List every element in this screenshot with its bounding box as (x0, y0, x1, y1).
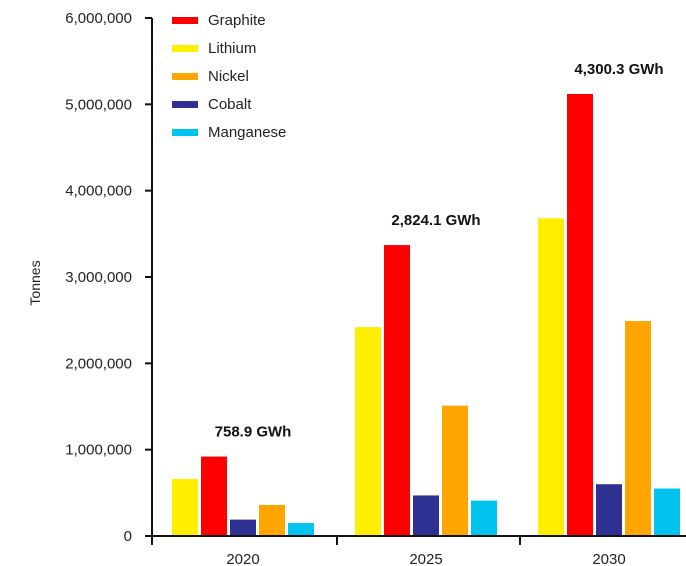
x-tick-label-2025: 2025 (409, 551, 442, 566)
bar-lithium-2020 (172, 479, 198, 536)
bar-lithium-2025 (355, 327, 381, 536)
bar-graphite-2030 (567, 93, 593, 537)
legend-swatch-manganese (172, 129, 198, 136)
bar-lithium-2030 (538, 218, 564, 536)
bar-manganese-2030 (654, 488, 680, 536)
bar-manganese-2025 (471, 500, 497, 536)
x-tick-label-2020: 2020 (226, 551, 259, 566)
bar-nickel-2030 (625, 321, 651, 536)
bar-manganese-2020 (288, 523, 314, 536)
legend-label-nickel: Nickel (208, 68, 249, 85)
legend: Graphite Lithium Nickel Cobalt Manganese (172, 12, 286, 141)
annotation-2025: 2,824.1 GWh (391, 212, 480, 229)
annotation-2020: 758.9 GWh (215, 424, 292, 441)
legend-swatch-cobalt (172, 101, 198, 108)
legend-swatch-lithium (172, 45, 198, 52)
y-tick-label: 1,000,000 (65, 442, 132, 459)
legend-swatch-graphite (172, 17, 198, 24)
legend-label-lithium: Lithium (208, 40, 256, 57)
bars (172, 93, 680, 537)
bar-cobalt-2030 (596, 484, 622, 536)
y-tick-label: 5,000,000 (65, 96, 132, 113)
annotation-2030: 4,300.3 GWh (574, 61, 663, 78)
y-axis-ticks: 0 1,000,000 2,000,000 3,000,000 4,000,000 5,0… (65, 10, 152, 545)
legend-label-cobalt: Cobalt (208, 96, 252, 113)
y-tick-label: 6,000,000 (65, 10, 132, 27)
x-tick-label-2030: 2030 (592, 551, 625, 566)
legend-swatch-nickel (172, 73, 198, 80)
bar-group-annotations: 758.9 GWh 2,824.1 GWh 4,300.3 GWh (215, 61, 664, 441)
bar-cobalt-2025 (413, 495, 439, 536)
bar-graphite-2025 (384, 245, 410, 536)
y-tick-label: 0 (124, 528, 132, 545)
y-tick-label: 2,000,000 (65, 355, 132, 372)
bar-nickel-2025 (442, 405, 468, 536)
legend-label-graphite: Graphite (208, 12, 266, 29)
bar-graphite-2020 (201, 456, 227, 536)
bar-cobalt-2020 (230, 519, 256, 536)
y-tick-label: 3,000,000 (65, 269, 132, 286)
bar-nickel-2020 (259, 504, 285, 536)
x-axis-ticks: 2020 2025 2030 (151, 536, 626, 566)
legend-label-manganese: Manganese (208, 124, 286, 141)
y-axis-title: Tonnes (27, 260, 43, 305)
y-tick-label: 4,000,000 (65, 183, 132, 200)
